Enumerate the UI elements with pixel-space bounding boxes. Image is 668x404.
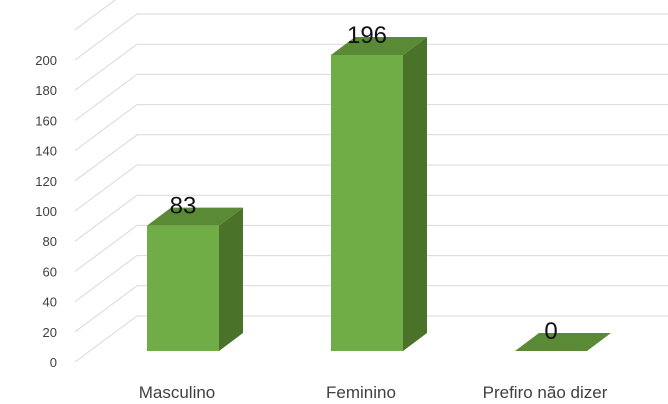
bar-top <box>515 333 611 351</box>
gridline <box>74 134 668 182</box>
gridline <box>74 0 117 31</box>
y-tick-label: 60 <box>43 264 57 279</box>
data-label: 83 <box>170 193 197 220</box>
category-labels: Masculino Feminino Prefiro não dizer <box>139 383 608 402</box>
data-label: 196 <box>347 22 387 49</box>
bar <box>515 333 611 351</box>
y-tick-label: 0 <box>50 355 57 370</box>
gridlines <box>74 0 668 363</box>
y-tick-label: 140 <box>35 144 57 159</box>
gridline <box>74 164 668 212</box>
gridline <box>74 43 668 91</box>
y-tick-label: 180 <box>35 83 57 98</box>
y-tick-label: 200 <box>35 53 57 68</box>
category-label: Prefiro não dizer <box>483 383 608 402</box>
bar <box>147 207 243 351</box>
category-label: Masculino <box>139 383 216 402</box>
bar-side <box>219 207 243 351</box>
data-labels: 83 196 0 <box>170 22 558 345</box>
bar-top <box>331 37 427 55</box>
gridline <box>74 285 668 333</box>
gridline <box>74 104 668 152</box>
bar-top <box>147 207 243 226</box>
y-tick-label: 40 <box>43 295 57 310</box>
y-tick-label: 100 <box>35 204 57 219</box>
gridline <box>74 73 668 121</box>
gridline <box>74 194 668 242</box>
data-label: 0 <box>544 318 557 345</box>
bars <box>147 37 611 351</box>
y-tick-label: 80 <box>43 234 57 249</box>
y-tick-label: 120 <box>35 174 57 189</box>
bar-front <box>331 55 403 351</box>
y-tick-label: 20 <box>43 325 57 340</box>
gridline <box>74 224 668 272</box>
y-tick-label: 160 <box>35 113 57 128</box>
y-axis-ticks: 0 20 40 60 80 100 120 140 160 180 200 <box>35 53 57 370</box>
bar-side <box>403 37 427 351</box>
bar <box>331 37 427 351</box>
gridline <box>74 255 668 303</box>
category-label: Feminino <box>326 383 396 402</box>
gridline <box>74 13 668 61</box>
gridline <box>74 315 668 363</box>
bar-front <box>147 225 219 351</box>
